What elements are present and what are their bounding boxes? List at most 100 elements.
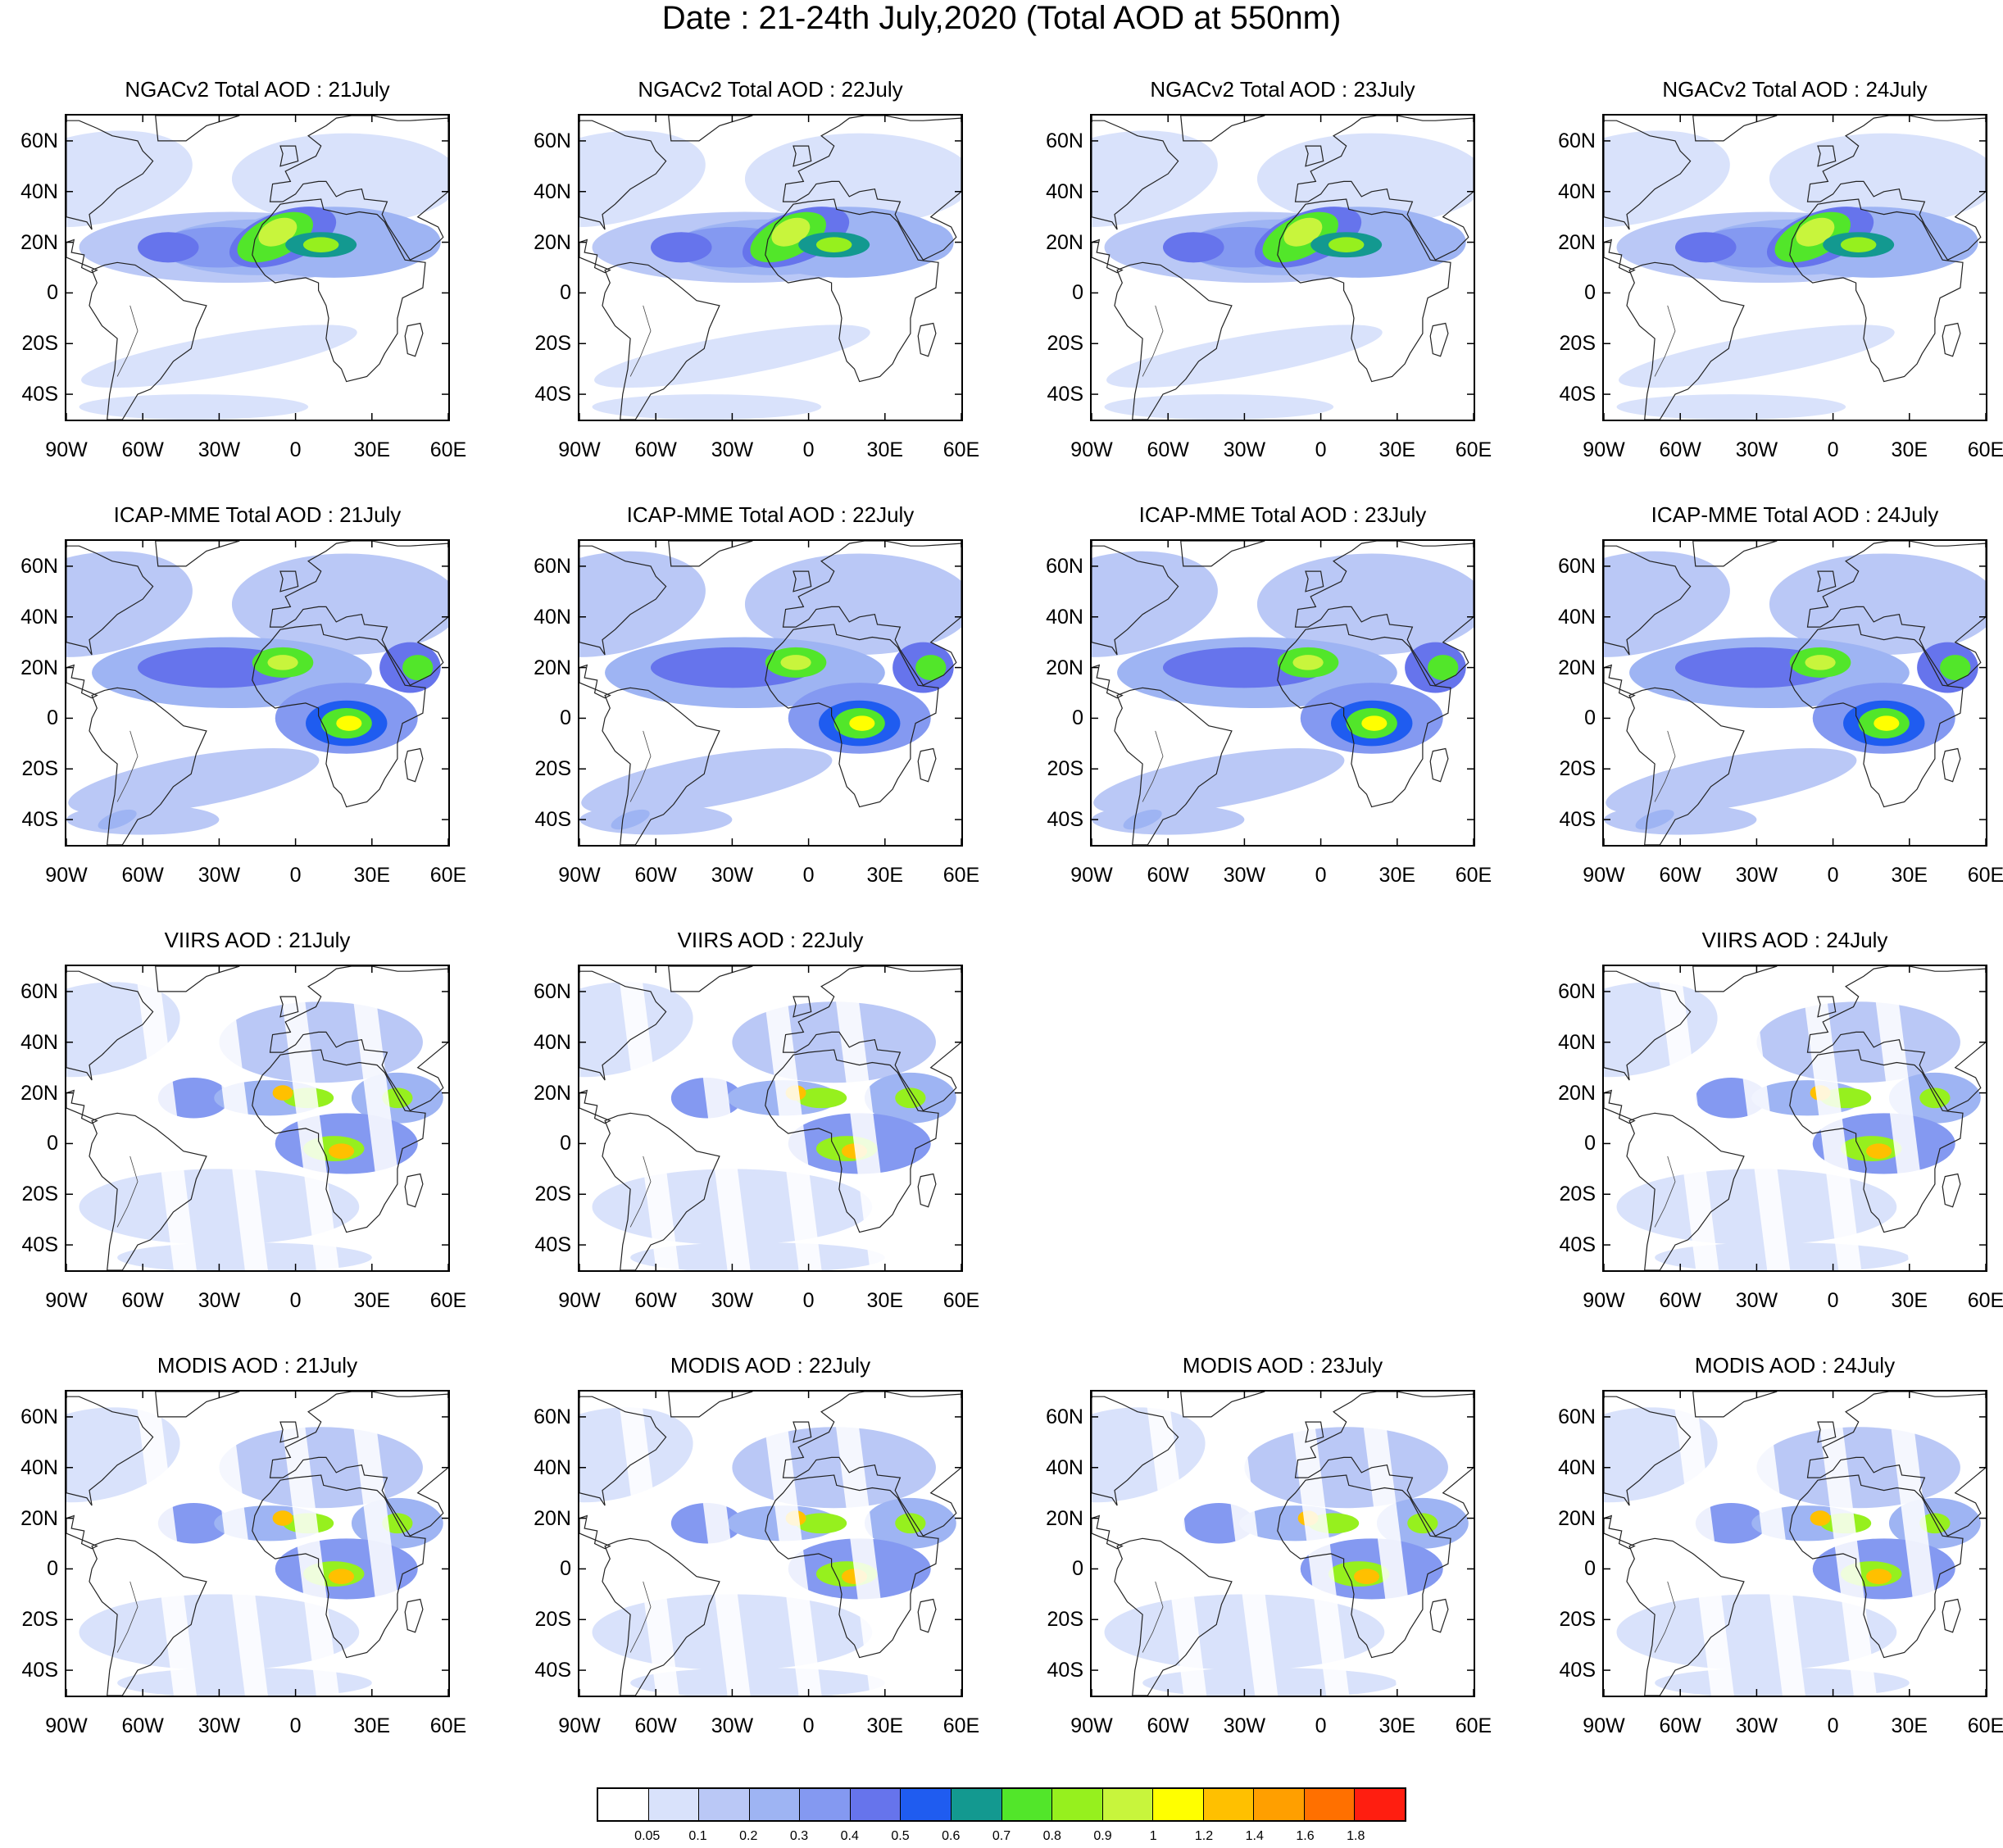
aod-region — [219, 1427, 423, 1509]
aod-region — [328, 1569, 355, 1584]
map-panel — [65, 539, 450, 847]
lon-tick-label: 30E — [1891, 438, 1928, 461]
aod-region — [1635, 809, 1674, 830]
lon-tick-label: 30W — [711, 1289, 754, 1312]
aod-region — [1256, 553, 1474, 656]
map-panel — [1090, 114, 1475, 421]
lat-tick-label: 60N — [1558, 979, 1596, 1003]
aod-region — [1328, 237, 1365, 252]
panel-title: NGACv2 Total AOD : 24July — [1662, 77, 1928, 102]
coastline — [782, 1392, 961, 1537]
lon-tick-label: 0 — [289, 1714, 302, 1737]
lon-tick-label: 90W — [558, 864, 601, 887]
coastline — [579, 664, 611, 699]
aod-region — [1292, 655, 1324, 670]
lon-tick-label: 30E — [866, 864, 904, 887]
coastline — [1692, 1392, 1778, 1418]
aod-region — [771, 217, 811, 247]
coastline — [782, 116, 961, 261]
lon-tick-label: 30E — [1891, 1714, 1928, 1737]
aod-region — [1756, 1001, 1960, 1083]
aod-region — [579, 130, 706, 228]
coastline — [1942, 322, 1961, 357]
lat-tick-label: 60N — [1046, 129, 1083, 152]
aod-map — [579, 1392, 961, 1696]
lat-tick-label: 20N — [1558, 1506, 1596, 1530]
coastline — [579, 1514, 611, 1550]
lat-tick-label: 60N — [534, 129, 571, 152]
coastline — [155, 116, 240, 142]
lat-tick-label: 40S — [1047, 808, 1083, 832]
colorbar-label: 0.4 — [840, 1829, 859, 1843]
orbit-gap — [831, 966, 893, 1270]
lat-tick-label: 20N — [1046, 230, 1083, 254]
orbit-gap — [134, 1392, 197, 1696]
coastline — [1604, 238, 1636, 274]
lat-tick-label: 40S — [1047, 383, 1083, 406]
coastline — [579, 120, 667, 230]
colorbar-label: 1 — [1149, 1829, 1157, 1843]
lat-tick-label: 0 — [560, 706, 571, 730]
border-line — [629, 1581, 652, 1653]
lon-tick-label: 60W — [1659, 1714, 1701, 1737]
coastline — [1114, 687, 1233, 845]
orbit-gap — [206, 966, 268, 1270]
coastline — [1604, 664, 1636, 699]
coastline — [1817, 1421, 1837, 1443]
coastline — [765, 1049, 939, 1233]
orbit-gap — [277, 1392, 339, 1696]
panel-title: MODIS AOD : 24July — [1694, 1353, 1896, 1378]
lon-tick-label: 30E — [866, 1289, 904, 1312]
lat-tick-label: 20S — [21, 1183, 58, 1206]
orbit-gap — [760, 966, 822, 1270]
coastline — [1692, 541, 1778, 567]
border-line — [629, 1156, 652, 1228]
coastline — [1789, 1474, 1964, 1659]
orbit-gap — [617, 966, 679, 1270]
aod-region — [1428, 655, 1459, 681]
lon-tick-label: 60E — [1967, 864, 2003, 887]
aod-region — [780, 655, 811, 670]
aod-region — [630, 1667, 885, 1696]
lon-tick-label: 90W — [1583, 1714, 1625, 1737]
colorbar-box — [800, 1789, 851, 1820]
lon-tick-label: 90W — [558, 438, 601, 461]
lon-tick-label: 60W — [634, 1289, 677, 1312]
figure-title: Date : 21-24th July,2020 (Total AOD at 5… — [661, 0, 1342, 36]
aod-region — [1104, 394, 1334, 420]
aod-region — [1940, 655, 1971, 681]
lon-tick-label: 0 — [802, 864, 815, 887]
coastline — [279, 1421, 299, 1443]
aod-region — [231, 553, 448, 656]
coastline — [1092, 1514, 1124, 1550]
aod-region — [915, 655, 947, 681]
aod-region — [732, 1001, 936, 1083]
aod-region — [1616, 394, 1846, 420]
lat-tick-label: 20N — [20, 656, 58, 679]
aod-region — [1865, 1143, 1892, 1159]
aod-region — [336, 715, 362, 731]
aod-map — [579, 116, 961, 420]
coastline — [1305, 145, 1324, 167]
lon-tick-label: 30E — [866, 1714, 904, 1737]
map-panel — [1090, 539, 1475, 847]
coastline — [1604, 1514, 1636, 1550]
aod-region — [1769, 133, 1986, 225]
aod-map — [579, 966, 961, 1270]
lon-tick-label: 30W — [198, 864, 241, 887]
coastline — [793, 996, 812, 1018]
aod-region — [1616, 1594, 1897, 1671]
coastline — [602, 1112, 720, 1270]
coastline — [1092, 238, 1124, 274]
aod-region — [796, 1087, 847, 1109]
lat-tick-label: 0 — [1072, 1557, 1083, 1581]
lat-tick-label: 20N — [1558, 230, 1596, 254]
aod-region — [402, 655, 434, 681]
aod-region — [1917, 221, 1978, 263]
panel-title: ICAP-MME Total AOD : 24July — [1651, 502, 1939, 527]
aod-region — [231, 133, 448, 225]
coastline — [917, 747, 937, 783]
map-panel — [65, 114, 450, 421]
lon-tick-label: 30W — [1223, 1714, 1266, 1737]
colorbar-label: 0.3 — [789, 1829, 809, 1843]
